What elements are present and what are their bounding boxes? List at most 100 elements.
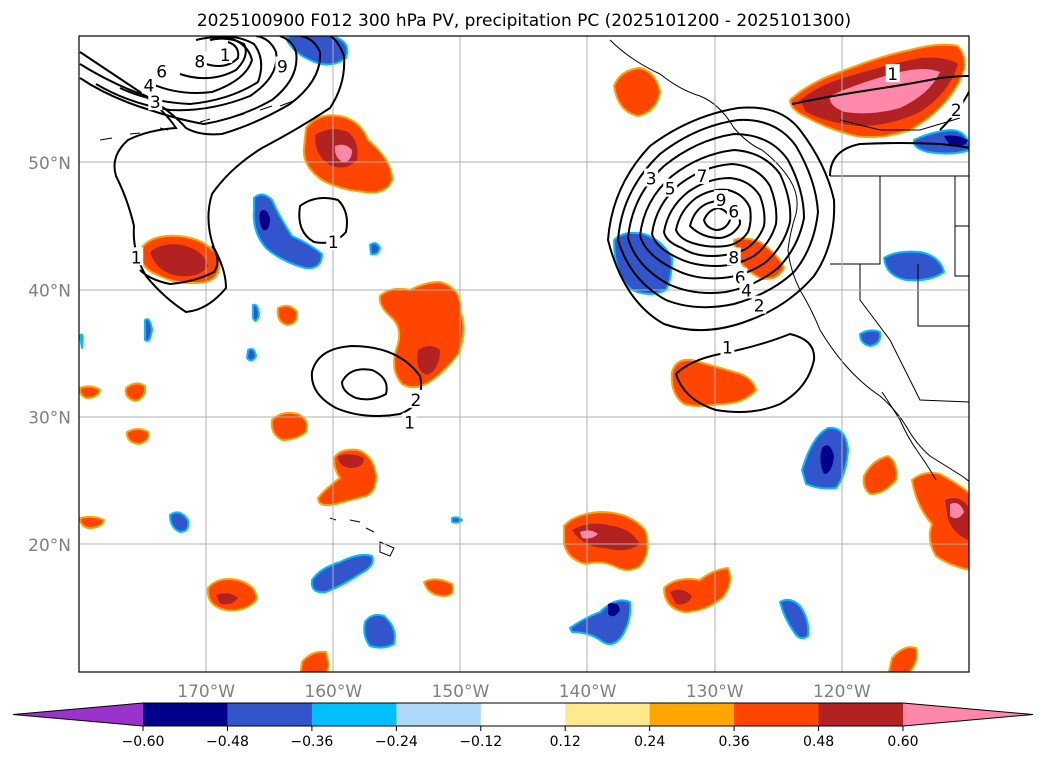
contour-label-bg xyxy=(192,51,207,70)
precip-core xyxy=(829,69,940,114)
chart-title: 2025100900 F012 300 hPa PV, precipitatio… xyxy=(197,11,851,31)
lon-tick-label: 140°W xyxy=(559,682,617,702)
lat-tick-label: 20°N xyxy=(28,536,71,556)
colorbar-tick-label: 0.12 xyxy=(550,734,581,750)
colorbar-segment xyxy=(227,703,313,726)
colorbar-segment xyxy=(143,703,228,726)
precip-blob xyxy=(252,193,323,270)
colorbar-tick-label: −0.24 xyxy=(375,734,418,750)
precip-blob xyxy=(125,428,150,445)
pv-contour xyxy=(179,37,247,80)
precip-blob xyxy=(144,318,153,342)
colorbar-tick-label: −0.12 xyxy=(459,734,502,750)
precip-blob xyxy=(270,411,308,441)
state-line xyxy=(859,264,969,403)
pv-contour xyxy=(606,106,836,332)
colorbar-extend-low xyxy=(13,703,143,726)
contour-label-bg xyxy=(148,92,163,111)
colorbar-extend-high xyxy=(903,703,1033,726)
plot-background xyxy=(79,36,969,672)
contour-label-bg xyxy=(714,190,729,209)
pv-contour xyxy=(95,36,278,112)
pv-contour xyxy=(674,332,816,413)
colorbar: −0.60 −0.48 −0.36 −0.24 −0.12 0.12 0.24 0.36 0.4… xyxy=(12,702,1034,750)
pv-contour xyxy=(662,176,766,258)
precip-blob xyxy=(859,329,882,347)
contour-label: 3 xyxy=(646,169,657,189)
precip-blob xyxy=(276,304,299,326)
pv-contour xyxy=(791,75,969,105)
north-america-coast xyxy=(609,39,969,482)
contour-label-bg xyxy=(752,295,767,314)
precip-blob xyxy=(378,281,465,389)
precip-core xyxy=(334,144,352,162)
lon-tick-label: 120°W xyxy=(813,682,871,702)
precip-core xyxy=(670,589,692,605)
contour-label-bg xyxy=(141,75,156,94)
contour-label: 2 xyxy=(411,391,422,411)
precip-blob xyxy=(169,511,190,533)
colorbar-tick-label: −0.60 xyxy=(122,734,165,750)
lat-tick-label: 50°N xyxy=(28,154,71,174)
contour-label-bg xyxy=(154,61,169,80)
pv-contours xyxy=(79,36,969,417)
contour-label: 4 xyxy=(144,77,155,97)
precip-blob xyxy=(285,36,349,66)
precip-blob xyxy=(79,515,105,529)
contour-label-bg xyxy=(720,337,735,356)
contour-label-bg xyxy=(644,168,659,187)
pv-contour xyxy=(79,36,298,126)
precip-core xyxy=(820,445,834,474)
pv-contour xyxy=(119,36,263,106)
colorbar-segment xyxy=(311,703,397,726)
contour-label: 6 xyxy=(728,203,739,223)
precip-blob xyxy=(310,553,374,594)
precip-blob xyxy=(363,613,396,649)
contour-label: 1 xyxy=(887,65,898,85)
contour-label-bg xyxy=(726,201,741,220)
state-line xyxy=(954,226,969,277)
longitude-labels: 170°W 160°W 150°W 140°W 130°W 120°W xyxy=(177,682,871,702)
pv-contour xyxy=(79,36,346,314)
contour-label: 1 xyxy=(328,233,339,253)
pv-contour xyxy=(205,41,240,67)
pv-contour xyxy=(626,132,806,294)
contour-label: 1 xyxy=(220,46,231,66)
pv-contour xyxy=(829,142,969,177)
contour-label: 5 xyxy=(665,180,676,200)
contour-label: 8 xyxy=(194,52,205,72)
contour-label-bg xyxy=(129,247,144,266)
precip-core xyxy=(338,454,364,468)
contour-label: 2 xyxy=(951,101,962,121)
contour-label: 8 xyxy=(728,248,739,268)
colorbar-tick-label: 0.60 xyxy=(887,734,918,750)
contour-label-bg xyxy=(949,99,964,118)
colorbar-segment xyxy=(818,703,904,726)
precip-blob xyxy=(252,303,260,322)
colorbar-tick-label: 0.24 xyxy=(634,734,665,750)
precip-blob xyxy=(887,646,918,672)
lon-tick-label: 160°W xyxy=(304,682,362,702)
pv-contour xyxy=(674,188,752,248)
contour-label: 9 xyxy=(277,58,288,78)
precip-core xyxy=(259,210,270,231)
colorbar-segment xyxy=(734,703,820,726)
contour-label: 1 xyxy=(404,414,415,434)
latitude-labels: 20°N 30°N 40°N 50°N xyxy=(28,154,71,556)
baja-coast xyxy=(881,391,937,481)
lat-tick-label: 30°N xyxy=(28,409,71,429)
precip-blob xyxy=(79,385,101,399)
contour-label-bg xyxy=(726,247,741,266)
precip-blob xyxy=(670,358,757,407)
colorbar-segment xyxy=(480,703,566,726)
contour-label: 1 xyxy=(131,248,142,268)
precip-blob xyxy=(79,333,84,349)
contour-label: 7 xyxy=(697,167,708,187)
precip-blob xyxy=(613,67,661,117)
pv-contour xyxy=(298,197,348,244)
colorbar-segment xyxy=(649,703,735,726)
precip-blob xyxy=(246,347,257,362)
pv-contour xyxy=(638,148,792,280)
